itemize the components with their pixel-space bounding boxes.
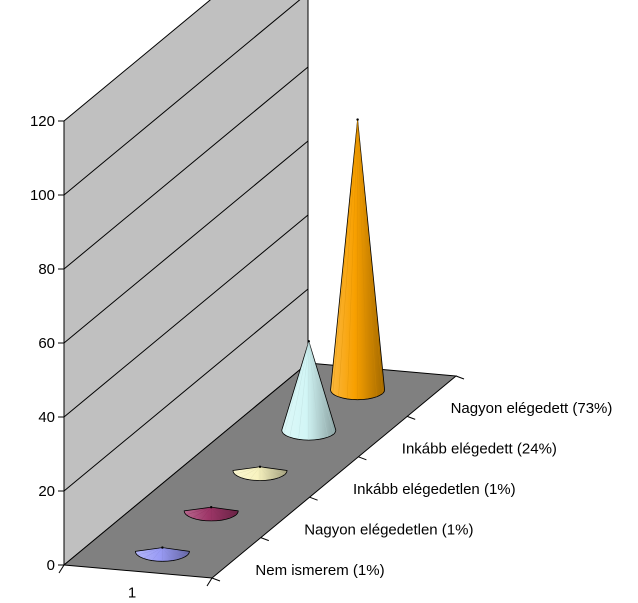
gridline bbox=[63, 288, 309, 492]
gridline bbox=[63, 0, 301, 196]
cone-facet bbox=[259, 466, 285, 475]
cone-facet bbox=[357, 119, 377, 397]
y-tick-label: 20 bbox=[38, 483, 55, 500]
cone-apex bbox=[356, 118, 359, 121]
cone-facet bbox=[289, 341, 309, 438]
cone-facet bbox=[162, 547, 173, 561]
cone-facet bbox=[249, 466, 261, 480]
cone-facet bbox=[162, 547, 188, 556]
depth-tick-mark bbox=[407, 415, 416, 420]
x-tick-mark bbox=[206, 577, 213, 587]
y-tick-label: 40 bbox=[38, 409, 55, 426]
cone-facet bbox=[259, 466, 280, 478]
series-label: Inkább elégedetlen (1%) bbox=[353, 481, 516, 498]
cone-facet bbox=[357, 119, 383, 394]
cone-apex bbox=[307, 340, 310, 343]
y-tick-label: 120 bbox=[30, 113, 55, 130]
cone-apex bbox=[258, 465, 262, 468]
cone-facet bbox=[308, 341, 334, 434]
cone-facet bbox=[332, 119, 358, 394]
cone-facet bbox=[137, 547, 163, 556]
cone-0 bbox=[134, 546, 190, 562]
cone-facet bbox=[308, 341, 329, 438]
cone-apex bbox=[161, 546, 164, 549]
depth-tick-mark bbox=[309, 496, 318, 501]
cone-2 bbox=[232, 465, 288, 481]
cone-facet bbox=[235, 466, 261, 475]
cone-1 bbox=[183, 506, 239, 522]
cone-facet bbox=[308, 341, 320, 440]
gridline bbox=[63, 66, 309, 270]
cone-facet bbox=[200, 507, 212, 521]
cone-facet bbox=[151, 547, 163, 561]
cone-facet bbox=[211, 507, 237, 515]
cone-facet bbox=[186, 507, 212, 515]
cone-facet bbox=[357, 119, 369, 399]
x-category-labels: 1 bbox=[128, 585, 136, 602]
x-tick-mark bbox=[58, 564, 65, 574]
cone-facet bbox=[259, 466, 271, 480]
series-label: Nagyon elégedett (73%) bbox=[451, 400, 613, 417]
depth-tick-mark bbox=[211, 577, 221, 582]
y-tick-label: 100 bbox=[30, 187, 55, 204]
depth-tick-mark bbox=[455, 375, 465, 380]
cone-facet bbox=[211, 507, 231, 519]
cone-facet bbox=[143, 547, 163, 559]
cone-facet bbox=[347, 119, 358, 399]
cone-facet bbox=[211, 507, 222, 521]
y-tick-label: 80 bbox=[38, 261, 55, 278]
series-label: Inkább elégedett (24%) bbox=[402, 441, 557, 458]
cone-facet bbox=[338, 119, 358, 397]
gridline bbox=[63, 214, 309, 418]
gridlines bbox=[63, 0, 309, 492]
depth-tick-mark bbox=[358, 456, 367, 461]
cone-facet bbox=[298, 341, 309, 440]
cone-series bbox=[134, 118, 386, 562]
cone-facet bbox=[192, 507, 212, 519]
cone-3 bbox=[281, 339, 337, 441]
series-depth-labels: Nem ismerem (1%) Nagyon elégedetlen (1%) I… bbox=[255, 400, 612, 579]
cone-4 bbox=[330, 118, 386, 401]
cone-apex bbox=[210, 506, 213, 509]
series-label: Nagyon elégedetlen (1%) bbox=[304, 521, 473, 538]
cone-facet bbox=[283, 341, 309, 434]
y-tick-label: 60 bbox=[38, 335, 55, 352]
y-axis-ticks: 0 20 40 60 80 100 120 bbox=[30, 113, 64, 574]
category-label: 1 bbox=[128, 585, 136, 602]
y-tick-label: 0 bbox=[47, 557, 55, 574]
gridline bbox=[63, 140, 309, 344]
cone-facet bbox=[162, 547, 182, 559]
cone-facet bbox=[240, 466, 261, 478]
depth-tick-mark bbox=[260, 537, 269, 542]
series-label: Nem ismerem (1%) bbox=[255, 562, 384, 579]
